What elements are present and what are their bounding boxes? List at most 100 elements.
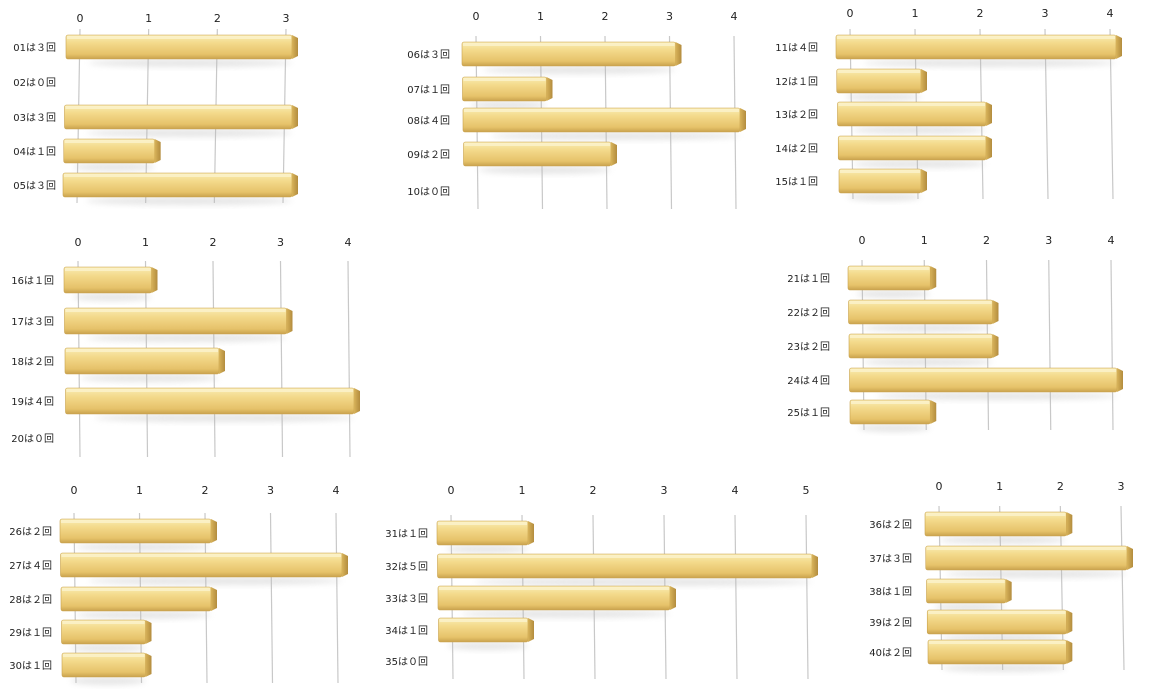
chart-5: 0 1 2 3 4 21は１回 22は２回 23は２回 24は４回 25は１回 xyxy=(787,234,1123,432)
bar-shadow xyxy=(72,163,155,171)
bar-end-cap xyxy=(211,587,217,611)
category-label: 30は１回 xyxy=(9,660,52,672)
bar-highlight xyxy=(65,268,151,271)
bar-end-cap xyxy=(354,388,360,414)
bar-end-cap xyxy=(986,136,992,160)
bar-shadow xyxy=(87,129,292,137)
category-label: 16は１回 xyxy=(11,275,54,287)
bar-highlight xyxy=(438,555,811,558)
bar-highlight xyxy=(64,140,154,143)
category-label: 12は１回 xyxy=(775,76,818,88)
gridline xyxy=(1110,259,1114,431)
bar-highlight xyxy=(463,78,546,81)
bar-highlight xyxy=(839,137,985,140)
x-tick-label: 0 xyxy=(859,234,866,247)
bar-end-cap xyxy=(1005,579,1012,603)
bar-highlight xyxy=(849,267,930,270)
bar-shadow xyxy=(474,578,812,586)
bar-end-cap xyxy=(292,173,298,197)
bar-end-cap xyxy=(154,139,161,163)
bar-shadow xyxy=(483,66,676,74)
gridline xyxy=(805,514,809,680)
category-label: 07は１回 xyxy=(407,84,450,96)
category-label: 02は０回 xyxy=(13,77,56,89)
category-label: 03は３回 xyxy=(13,112,56,124)
category-label: 25は１回 xyxy=(787,407,830,419)
bar-end-cap xyxy=(986,102,992,126)
bar-end-cap xyxy=(1066,640,1073,664)
gridline xyxy=(279,260,284,458)
bar-end-cap xyxy=(921,169,927,193)
bar-shadow xyxy=(80,374,219,382)
x-tick-label: 1 xyxy=(921,234,928,247)
bar-end-cap xyxy=(528,618,534,642)
bar-shadow xyxy=(852,126,986,134)
bar-highlight xyxy=(850,335,992,338)
bar-highlight xyxy=(67,36,291,39)
x-tick-label: 0 xyxy=(473,10,480,23)
category-label: 37は３回 xyxy=(869,553,912,565)
bar-end-cap xyxy=(219,348,225,374)
bar-highlight xyxy=(928,611,1066,614)
bar-highlight xyxy=(926,513,1066,516)
bar-highlight xyxy=(850,369,1116,372)
bar-end-cap xyxy=(286,308,293,334)
bar-end-cap xyxy=(528,521,534,545)
chart-1: 0 1 2 3 01は３回 02は０回 03は３回 04は１回 05は３回 xyxy=(13,12,298,205)
bar-shadow xyxy=(853,160,986,168)
bar-highlight xyxy=(66,349,218,352)
x-tick-label: 0 xyxy=(77,12,84,25)
bar-end-cap xyxy=(292,35,298,59)
bar-shadow xyxy=(86,334,287,342)
bar-highlight xyxy=(61,554,341,557)
category-label: 17は３回 xyxy=(11,316,54,328)
bar-end-cap xyxy=(1127,546,1133,570)
bar-highlight xyxy=(61,520,210,523)
category-label: 10は０回 xyxy=(407,186,450,198)
bar-shadow xyxy=(845,93,922,101)
gridline xyxy=(1120,505,1125,671)
x-tick-label: 1 xyxy=(537,10,544,23)
x-tick-label: 3 xyxy=(1045,234,1052,247)
bar-shadow xyxy=(863,358,993,366)
category-label: 01は３回 xyxy=(13,42,56,54)
x-tick-label: 2 xyxy=(590,484,597,497)
x-tick-label: 0 xyxy=(847,7,854,20)
category-label: 06は３回 xyxy=(407,49,450,61)
bar-end-cap xyxy=(675,42,682,66)
bar-highlight xyxy=(64,174,291,177)
gridline xyxy=(335,512,339,684)
x-tick-label: 2 xyxy=(1057,480,1064,493)
category-label: 27は４回 xyxy=(9,560,52,572)
category-label: 29は１回 xyxy=(9,627,52,639)
bar-end-cap xyxy=(211,519,217,543)
bar-end-cap xyxy=(812,554,818,578)
bar-shadow xyxy=(939,536,1067,544)
bar-end-cap xyxy=(292,105,298,129)
bar-highlight xyxy=(837,36,1115,39)
gridline xyxy=(347,260,351,458)
gridline xyxy=(734,514,738,680)
x-tick-label: 4 xyxy=(732,484,739,497)
bar-shadow xyxy=(88,577,342,585)
bar-shadow xyxy=(862,324,993,332)
bar-shadow xyxy=(94,414,354,422)
x-tick-label: 2 xyxy=(602,10,609,23)
bar-end-cap xyxy=(1066,610,1073,634)
x-tick-label: 4 xyxy=(333,484,340,497)
category-label: 14は２回 xyxy=(775,143,818,155)
category-label: 19は４回 xyxy=(11,396,54,408)
x-tick-label: 3 xyxy=(267,484,274,497)
bar-end-cap xyxy=(1117,368,1123,392)
bar xyxy=(63,138,155,164)
bar-end-cap xyxy=(1116,35,1122,59)
x-tick-label: 2 xyxy=(977,7,984,20)
x-tick-label: 4 xyxy=(1108,234,1115,247)
bar-highlight xyxy=(439,587,669,590)
x-tick-label: 3 xyxy=(283,12,290,25)
bar-end-cap xyxy=(930,266,937,290)
bar-shadow xyxy=(941,664,1067,672)
x-tick-label: 5 xyxy=(803,484,810,497)
category-label: 34は１回 xyxy=(385,625,428,637)
bar-highlight xyxy=(838,103,985,106)
